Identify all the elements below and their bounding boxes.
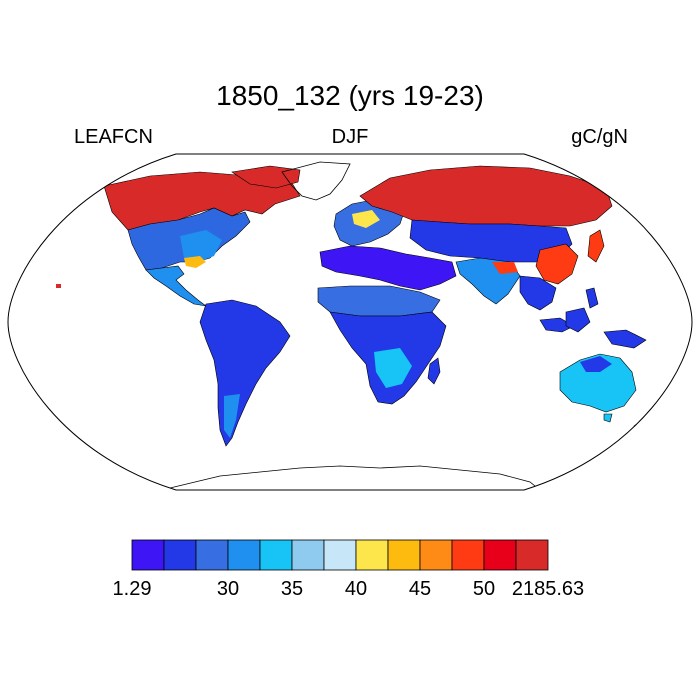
season-label: DJF bbox=[331, 126, 369, 148]
colorbar-swatch bbox=[291, 539, 325, 571]
region-philippines bbox=[585, 287, 599, 309]
region-east-china bbox=[535, 243, 579, 285]
region-australia bbox=[559, 353, 637, 413]
region-madagascar bbox=[427, 357, 441, 385]
region-siberia bbox=[359, 165, 613, 227]
colorbar-tick-label: 40 bbox=[344, 578, 368, 600]
units-label: gC/gN bbox=[571, 126, 628, 148]
variable-label: LEAFCN bbox=[74, 126, 153, 148]
region-south-america bbox=[199, 299, 291, 447]
region-eastern-usa bbox=[180, 230, 222, 262]
colorbar-swatch bbox=[451, 539, 485, 571]
region-japan bbox=[587, 229, 605, 263]
region-indonesia bbox=[539, 317, 575, 333]
colorbar-swatch bbox=[515, 539, 549, 571]
colorbar-swatch bbox=[483, 539, 517, 571]
region-himalaya bbox=[492, 262, 518, 274]
colorbar-tick-label: 1.29 bbox=[112, 578, 152, 600]
colorbar-swatch bbox=[387, 539, 421, 571]
colorbar-tick-label: 2185.63 bbox=[511, 578, 585, 600]
colorbar-swatch bbox=[355, 539, 389, 571]
region-new-zealand bbox=[633, 405, 665, 433]
region-new-guinea bbox=[603, 329, 647, 349]
region-antarctica bbox=[169, 465, 541, 490]
colorbar-swatch bbox=[163, 539, 197, 571]
map-title: 1850_132 (yrs 19-23) bbox=[216, 80, 484, 111]
region-se-asia bbox=[519, 275, 557, 311]
region-borneo bbox=[565, 307, 591, 333]
region-sahel bbox=[317, 285, 441, 317]
region-hawaii bbox=[56, 284, 61, 288]
region-southern-africa bbox=[374, 348, 412, 388]
region-australia-north bbox=[580, 356, 612, 372]
colorbar bbox=[131, 539, 549, 571]
colorbar-swatch bbox=[131, 539, 165, 571]
globe-outline bbox=[7, 153, 693, 491]
region-tasmania bbox=[603, 413, 613, 423]
colorbar-tick-label: 35 bbox=[280, 578, 304, 600]
region-south-america-south bbox=[224, 394, 240, 438]
region-middle-east bbox=[319, 245, 457, 291]
colorbar-swatch bbox=[419, 539, 453, 571]
region-central-america bbox=[145, 265, 207, 307]
region-greenland bbox=[281, 161, 351, 201]
colorbar-swatch bbox=[227, 539, 261, 571]
region-gulf-coast bbox=[184, 256, 206, 268]
colorbar-tick-label: 45 bbox=[408, 578, 432, 600]
colorbar-swatch bbox=[323, 539, 357, 571]
colorbar-tick-label: 30 bbox=[216, 578, 240, 600]
colorbar-swatch bbox=[195, 539, 229, 571]
colorbar-swatch bbox=[259, 539, 293, 571]
region-europe-warm bbox=[352, 210, 380, 228]
colorbar-tick-label: 50 bbox=[472, 578, 496, 600]
land-layer bbox=[56, 161, 665, 490]
